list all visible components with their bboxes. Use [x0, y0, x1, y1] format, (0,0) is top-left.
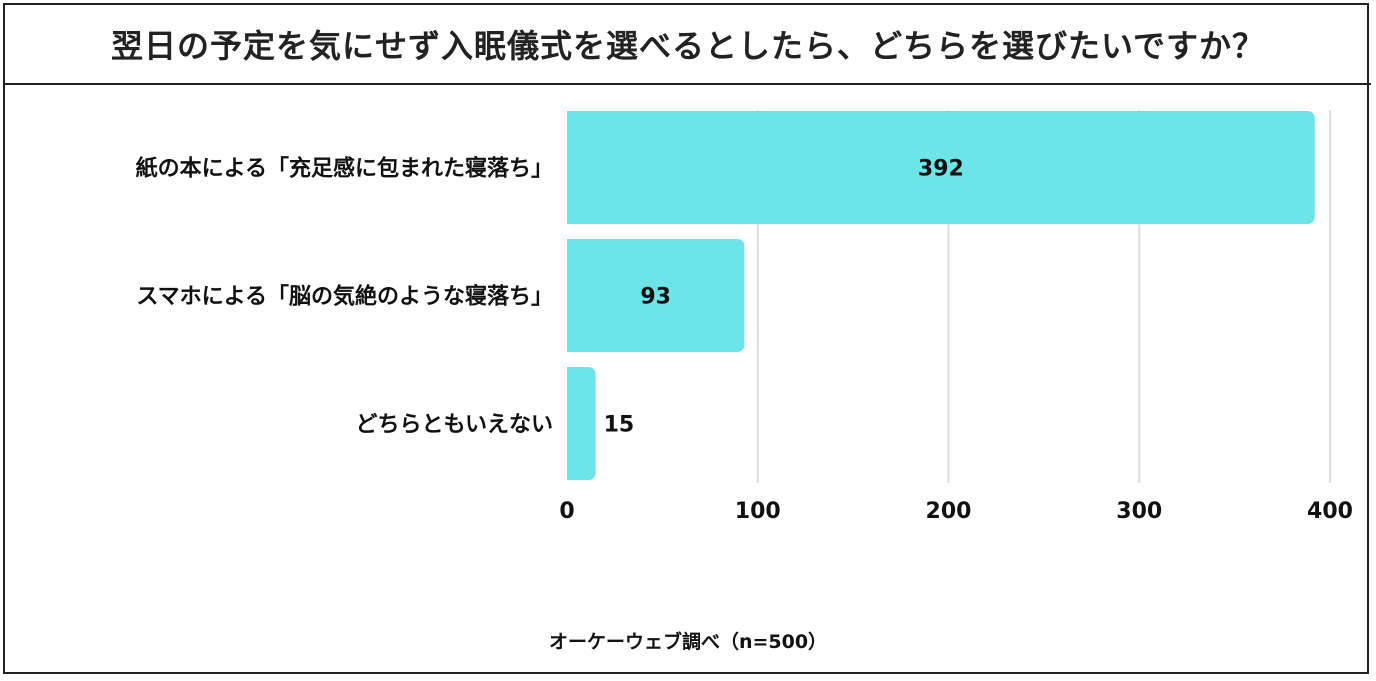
- bar-edge: [567, 367, 577, 480]
- data-label: 15: [604, 413, 635, 438]
- category-label: どちらともいえない: [355, 413, 553, 438]
- x-tick-label: 200: [926, 499, 972, 524]
- chart-frame: 翌日の予定を気にせず入眠儀式を選べるとしたら、どちらを選びたいですか？ 紙の本に…: [3, 3, 1371, 674]
- x-tick-label: 300: [1116, 499, 1162, 524]
- bar-edge: [567, 111, 577, 224]
- x-tick-label: 400: [1307, 499, 1353, 524]
- chart-title: 翌日の予定を気にせず入眠儀式を選べるとしたら、どちらを選びたいですか？: [5, 5, 1371, 85]
- source-note: オーケーウェブ調べ（n=500）: [548, 631, 828, 653]
- bar: [567, 111, 1315, 224]
- bar-edge: [567, 239, 577, 352]
- bar: [567, 239, 745, 352]
- x-tick-label: 100: [735, 499, 781, 524]
- category-label: 紙の本による「充足感に包まれた寝落ち」: [136, 156, 553, 182]
- category-label: スマホによる「脳の気絶のような寝落ち」: [136, 284, 553, 310]
- x-tick-label: 0: [559, 499, 574, 524]
- data-label: 93: [640, 285, 671, 310]
- data-label: 392: [918, 157, 964, 182]
- bar-chart: 紙の本による「充足感に包まれた寝落ち」スマホによる「脳の気絶のような寝落ち」どち…: [136, 110, 1353, 524]
